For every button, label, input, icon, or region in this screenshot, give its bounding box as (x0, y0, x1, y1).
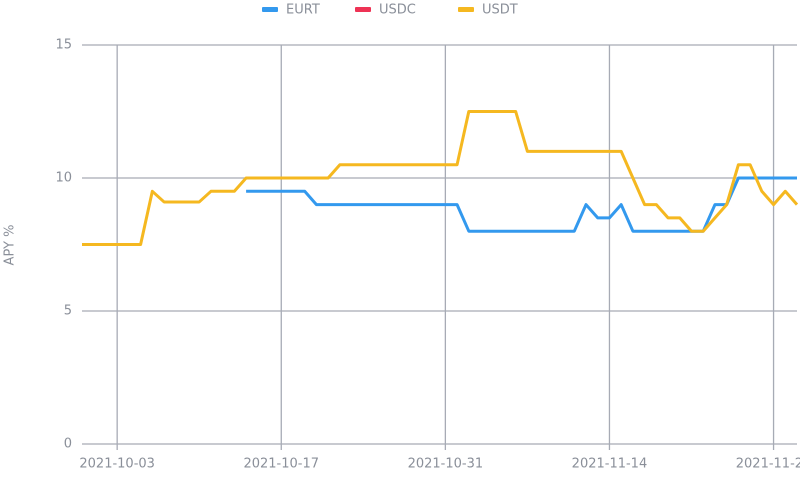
x-tick-label: 2021-10-31 (408, 457, 484, 472)
legend-label: USDC (379, 3, 416, 18)
legend-label: USDT (482, 3, 518, 18)
y-tick-label: 10 (55, 171, 72, 186)
y-axis-label: APY % (3, 225, 18, 266)
y-tick-label: 5 (64, 304, 72, 319)
y-tick-label: 0 (64, 437, 72, 452)
x-tick-label: 2021-10-17 (243, 457, 319, 472)
legend-swatch (458, 7, 474, 12)
y-tick-label: 15 (55, 38, 72, 53)
series-line (82, 110, 799, 246)
legend-swatch (262, 7, 278, 12)
series-line (246, 176, 797, 233)
x-tick-label: 2021-11-28 (736, 457, 800, 472)
x-tick-label: 2021-11-14 (572, 457, 648, 472)
legend-swatch (355, 7, 371, 12)
legend-label: EURT (286, 3, 320, 18)
x-tick-label: 2021-10-03 (79, 457, 155, 472)
